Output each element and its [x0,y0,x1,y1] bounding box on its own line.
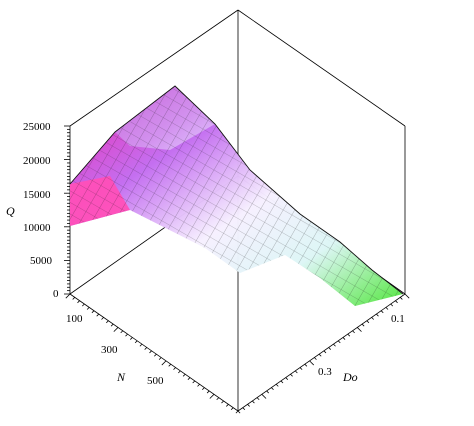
n-tick [134,340,138,344]
n-tick [173,367,176,370]
n-tick [182,373,186,377]
do-tick [347,333,351,337]
do-tick [366,320,370,324]
n-tick [96,313,100,317]
do-tick-label: 0.1 [391,313,405,325]
do-tick [390,303,394,307]
surface-mesh [69,85,404,306]
n-tick [86,307,90,310]
do-tick [299,367,303,370]
do-tick [275,383,279,387]
z-tick-label: 20000 [23,155,51,167]
n-tick [101,317,104,320]
n-tick [206,390,210,394]
n-tick [187,377,191,380]
n-axis-title: N [116,370,126,384]
n-tick [72,297,76,300]
z-tick-label: 5000 [30,255,53,267]
axis-labels: 25000 20000 15000 10000 5000 0 Q 100 300… [6,121,405,387]
n-tick [110,323,114,327]
do-tick [333,343,336,347]
n-tick [192,380,196,384]
do-tick [342,337,346,340]
z-tick-label: 25000 [23,121,51,133]
n-tick [65,293,71,299]
n-tick [82,303,85,307]
n-tick [120,330,124,334]
n-tick [197,383,200,387]
do-tick [328,347,332,350]
do-tick [256,397,260,401]
n-tick [216,397,220,401]
n-tick [149,350,152,354]
do-tick [285,377,289,380]
do-tick [242,407,246,411]
n-tick [113,327,119,332]
do-tick [290,373,293,377]
n-tick [130,337,133,340]
z-tick-label: 15000 [23,189,51,201]
do-tick [352,330,355,334]
do-tick [309,360,315,366]
do-tick [247,404,250,407]
n-tick [106,320,109,324]
n-tick [91,310,95,314]
z-axis-title: Q [6,204,15,218]
do-tick [261,394,267,399]
z-tick-label: 10000 [23,222,51,234]
do-tick-label: 0.3 [318,366,332,378]
do-tick [371,317,374,320]
n-tick [226,404,229,407]
do-tick [376,313,379,317]
n-tick-label: 100 [66,313,83,325]
z-tick-label: 0 [53,288,59,300]
do-tick [361,323,365,327]
n-tick [230,407,234,411]
n-tick [77,300,80,304]
do-tick [404,293,410,299]
n-tick [139,343,143,347]
do-tick [237,410,241,414]
do-tick [318,353,322,357]
n-tick [221,400,224,404]
n-tick-label: 500 [147,375,164,387]
n-tick [168,363,172,367]
do-tick [304,363,308,367]
do-tick [280,380,284,384]
do-tick [271,387,274,390]
n-tick [161,360,167,366]
n-tick-label: 300 [101,344,118,356]
n-tick [125,333,128,337]
do-tick [395,300,398,304]
do-tick [252,400,255,404]
n-tick [158,357,162,360]
do-tick [399,297,403,300]
do-axis-title: Do [342,370,358,384]
n-tick [178,370,181,374]
tick-marks [64,125,410,414]
do-tick [294,370,298,374]
n-tick [144,347,148,350]
n-tick [202,387,205,390]
do-tick [380,310,384,314]
do-tick [337,340,341,344]
do-tick [323,350,327,354]
n-tick [235,410,239,414]
do-tick [266,390,270,394]
do-tick [314,357,317,360]
do-tick [357,327,362,332]
n-tick [209,394,215,399]
n-tick [154,353,157,357]
do-tick [385,307,389,310]
